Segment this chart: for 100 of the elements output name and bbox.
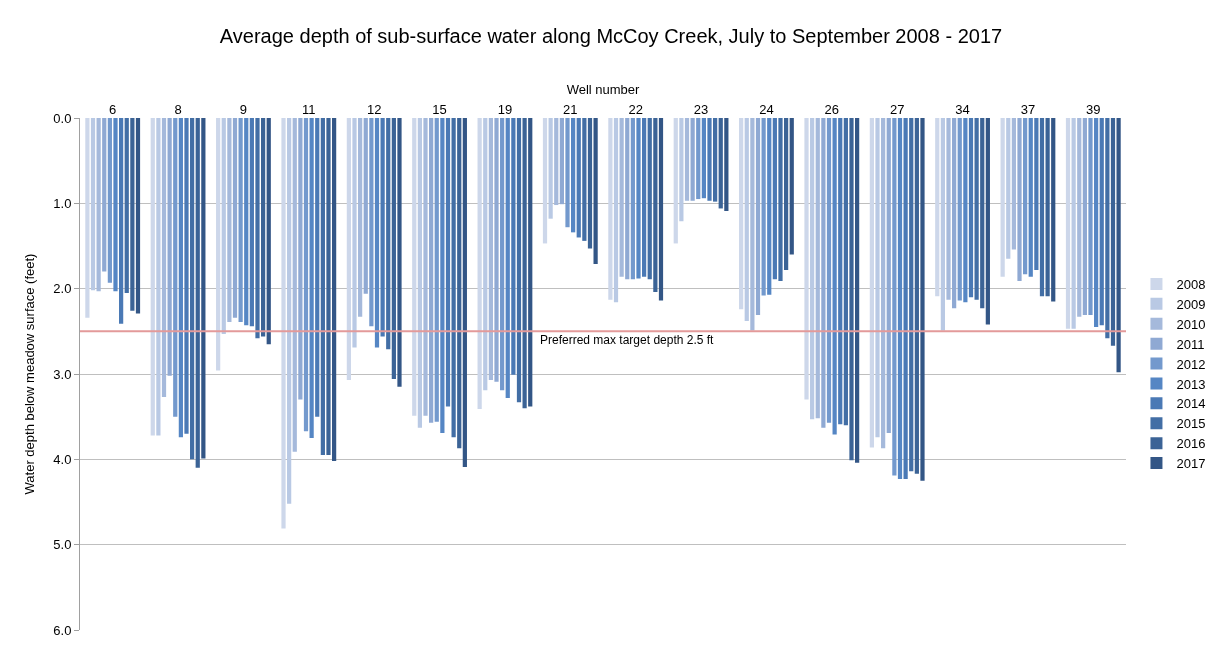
bar: [309, 118, 314, 438]
bar: [804, 118, 809, 400]
bar: [173, 118, 178, 417]
x-tick-label: 21: [563, 102, 578, 118]
bar: [542, 118, 548, 244]
bar: [750, 118, 755, 331]
y-tick-label: 0.0: [53, 110, 72, 126]
bar: [909, 118, 914, 472]
bar: [761, 118, 766, 296]
bar: [332, 118, 337, 462]
bar: [287, 118, 292, 504]
bar: [946, 118, 951, 300]
bar: [434, 118, 439, 422]
bar: [195, 118, 200, 468]
bar: [423, 118, 428, 416]
bar: [249, 118, 254, 327]
bar: [412, 118, 417, 416]
bar: [505, 118, 510, 398]
bar: [227, 118, 232, 322]
bar: [608, 118, 613, 300]
x-tick-label: 15: [432, 102, 447, 118]
bar: [178, 118, 183, 438]
y-tick-label: 2.0: [53, 281, 72, 297]
bar: [679, 118, 684, 222]
bar: [881, 118, 886, 449]
bar: [832, 118, 837, 435]
bar: [167, 118, 172, 376]
chart-title: Average depth of sub-surface water along McCoy Creek, July to September 2008 - 2017: [219, 25, 1003, 48]
bar: [477, 118, 482, 409]
legend-label: 2013: [1176, 376, 1206, 392]
bar: [1105, 118, 1110, 339]
bar: [571, 118, 576, 233]
bar: [1094, 118, 1099, 328]
bar: [1071, 118, 1076, 329]
bar: [516, 118, 522, 403]
bar: [391, 118, 396, 380]
bar: [713, 118, 718, 202]
x-tick-label: 6: [109, 102, 117, 118]
bar: [636, 118, 641, 279]
bar: [130, 118, 135, 311]
bar: [1028, 118, 1033, 277]
bar: [684, 118, 690, 201]
bar: [369, 118, 374, 327]
bar: [135, 118, 141, 314]
bar: [849, 118, 854, 461]
bar: [724, 118, 729, 212]
bar: [963, 118, 968, 303]
bar: [1116, 118, 1121, 373]
bar: [1088, 118, 1093, 316]
x-tick-label: 23: [693, 102, 709, 118]
bar: [1000, 118, 1005, 277]
bar: [903, 118, 908, 479]
bar: [315, 118, 320, 417]
legend-label: 2012: [1176, 356, 1206, 372]
bar: [96, 118, 101, 292]
bar: [85, 118, 90, 318]
bar: [303, 118, 309, 432]
bar: [1065, 118, 1071, 329]
bar: [985, 118, 990, 325]
bar: [90, 118, 96, 291]
bar: [326, 118, 331, 456]
x-tick-label: 34: [955, 102, 970, 118]
bar: [184, 118, 189, 434]
bar: [826, 118, 832, 423]
bar: [718, 118, 723, 209]
bar: [161, 118, 167, 398]
bar: [156, 118, 161, 436]
bar: [320, 118, 325, 456]
bar: [1011, 118, 1016, 250]
bar: [445, 118, 451, 407]
bar: [358, 118, 363, 317]
bar: [1051, 118, 1056, 302]
bar: [772, 118, 777, 280]
y-tick-label: 3.0: [53, 366, 72, 382]
bar: [810, 118, 815, 420]
bar: [701, 118, 706, 199]
bar: [346, 118, 351, 380]
bar: [522, 118, 527, 409]
legend-label: 2014: [1176, 396, 1206, 412]
legend-label: 2016: [1176, 436, 1206, 452]
bar: [386, 118, 391, 350]
bar: [767, 118, 772, 295]
legend-label: 2009: [1176, 296, 1206, 312]
bar: [102, 118, 107, 272]
bar: [576, 118, 581, 238]
bar: [897, 118, 903, 479]
x-tick-label: 27: [889, 102, 905, 118]
bar: [778, 118, 783, 281]
bar: [244, 118, 249, 326]
bar: [974, 118, 979, 300]
bar: [821, 118, 826, 428]
legend-label: 2010: [1176, 316, 1206, 332]
bar: [582, 118, 587, 241]
bar: [952, 118, 957, 309]
bar: [1077, 118, 1082, 317]
bar: [352, 118, 357, 348]
x-tick-label: 37: [1020, 102, 1036, 118]
bar: [1099, 118, 1104, 326]
bar: [559, 118, 564, 205]
bar: [232, 118, 238, 318]
